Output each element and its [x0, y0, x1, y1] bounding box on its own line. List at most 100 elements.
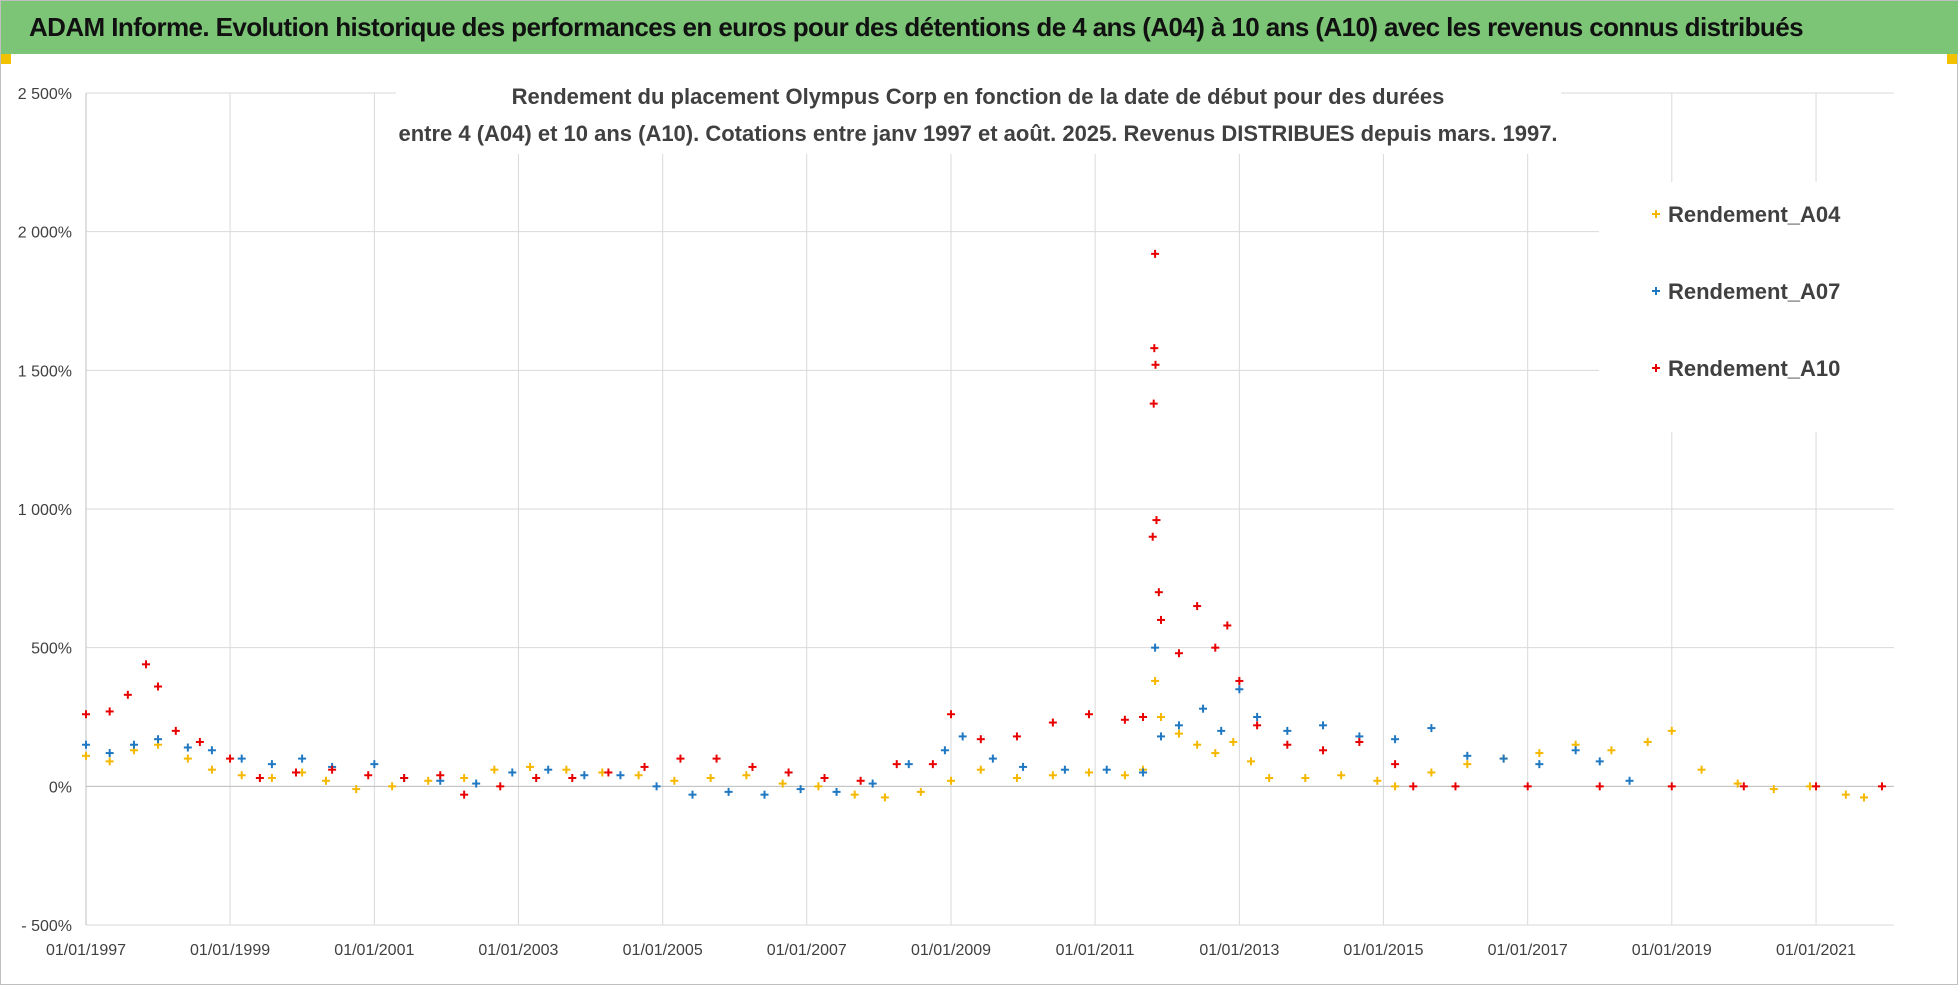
rendement-a07-point	[940, 746, 949, 755]
rendement-a10-point	[82, 710, 90, 719]
rendement-a04-point	[1841, 790, 1850, 799]
rendement-a10-point	[892, 760, 901, 769]
rendement-a07-point	[267, 760, 276, 769]
rendement-a10-point	[640, 762, 649, 771]
legend-label: Rendement_A04	[1668, 202, 1841, 227]
rendement-a04-point	[267, 774, 276, 783]
rendement-a10-point	[947, 710, 956, 719]
rendement-a10-point	[436, 771, 445, 780]
rendement-a07-point	[129, 740, 138, 749]
rendement-a04-point	[1211, 749, 1220, 758]
rendement-a10-point	[1150, 344, 1159, 353]
rendement-a04-point	[526, 762, 535, 771]
rendement-a07-point	[207, 746, 216, 755]
rendement-a10-point	[1235, 676, 1244, 685]
rendement-a04-point	[1193, 740, 1202, 749]
rendement-a04-point	[1769, 785, 1778, 794]
legend-item: Rendement_A07	[1652, 279, 1840, 304]
rendement-a07-point	[760, 790, 769, 799]
rendement-a04-point	[1301, 774, 1310, 783]
rendement-a10-point	[1084, 710, 1093, 719]
rendement-a07-point	[1499, 754, 1508, 763]
rendement-a10-point	[748, 762, 757, 771]
rendement-a04-point	[1012, 774, 1021, 783]
rendement-a04-point	[778, 779, 787, 788]
corner-marker-left	[1, 54, 11, 64]
x-tick-label: 01/01/2009	[911, 942, 991, 959]
rendement-a04-point	[82, 751, 90, 760]
rendement-a10-point	[1523, 782, 1532, 791]
rendement-a10-point	[1223, 621, 1232, 630]
rendement-a10-point	[1283, 740, 1292, 749]
rendement-a10-point	[226, 754, 235, 763]
rendement-a07-point	[82, 740, 90, 749]
x-tick-label: 01/01/2013	[1199, 942, 1279, 959]
rendement-a10-point	[1667, 782, 1676, 791]
rendement-a10-point	[1409, 782, 1418, 791]
x-tick-label: 01/01/2021	[1776, 942, 1856, 959]
legend-item: Rendement_A10	[1652, 356, 1840, 381]
legend-label: Rendement_A10	[1668, 356, 1840, 381]
rendement-a04-point	[850, 790, 859, 799]
rendement-a10-point	[1154, 588, 1163, 597]
rendement-a10-point	[328, 765, 337, 774]
rendement-a10-point	[1151, 249, 1160, 258]
rendement-a10-point	[1151, 360, 1160, 369]
corner-marker-right	[1947, 54, 1957, 64]
rendement-a04-point	[105, 757, 114, 766]
rendement-a10-point	[364, 771, 373, 780]
rendement-a07-point	[724, 787, 733, 796]
rendement-a04-point	[1084, 768, 1093, 777]
rendement-a07-point	[544, 765, 553, 774]
rendement-a07-point	[1174, 721, 1183, 730]
rendement-a07-point	[1283, 726, 1292, 735]
title-background	[396, 64, 1561, 154]
rendement-a04-point	[1607, 746, 1616, 755]
rendement-a10-point	[712, 754, 721, 763]
rendement-a04-point	[706, 774, 715, 783]
rendement-a10-point	[1012, 732, 1021, 741]
rendement-a04-point	[947, 776, 956, 785]
grid-layer	[85, 92, 1894, 926]
rendement-a10-point	[1451, 782, 1460, 791]
data-points-layer	[82, 249, 1886, 802]
rendement-a10-point	[1877, 782, 1886, 791]
performance-chart: - 500% 0% 500% 1 000% 1 500% 2 000% 2 500% 01/…	[18, 64, 1894, 959]
x-tick-label: 01/01/2017	[1488, 942, 1568, 959]
rendement-a07-point	[580, 771, 589, 780]
rendement-a07-point	[154, 735, 163, 744]
x-tick-label: 01/01/2011	[1056, 942, 1135, 959]
rendement-a04-point	[1391, 782, 1400, 791]
rendement-a04-point	[1667, 726, 1676, 735]
x-tick-label: 01/01/2007	[767, 942, 847, 959]
rendement-a10-point	[123, 690, 132, 699]
rendement-a07-point	[1253, 713, 1262, 721]
rendement-a04-point	[1229, 737, 1238, 746]
y-axis-ticks: - 500% 0% 500% 1 000% 1 500% 2 000% 2 500%	[18, 86, 72, 935]
rendement-a04-point	[1265, 774, 1274, 783]
rendement-a04-point	[1151, 676, 1160, 685]
y-tick-label: 1 000%	[18, 502, 72, 519]
rendement-a07-point	[868, 779, 877, 788]
rendement-a04-point	[670, 776, 679, 785]
rendement-a07-point	[1571, 746, 1580, 755]
rendement-a04-point	[742, 771, 751, 780]
rendement-a07-point	[1157, 732, 1166, 741]
rendement-a04-point	[1048, 771, 1057, 780]
rendement-a04-point	[814, 782, 823, 791]
rendement-a07-point	[370, 760, 379, 769]
rendement-a07-point	[1217, 726, 1226, 735]
y-tick-label: 0%	[49, 779, 72, 796]
rendement-a04-point	[1643, 737, 1652, 746]
rendement-a07-point	[616, 771, 625, 780]
rendement-a10-point	[255, 774, 264, 783]
rendement-a10-point	[1157, 615, 1166, 624]
x-tick-label: 01/01/1999	[190, 942, 270, 959]
rendement-a04-point	[352, 785, 361, 794]
rendement-a07-point	[1595, 757, 1604, 766]
banner-title: ADAM Informe. Evolution historique des p…	[29, 12, 1804, 42]
x-tick-label: 01/01/2015	[1343, 942, 1423, 959]
rendement-a10-point	[820, 774, 829, 783]
rendement-a10-point	[141, 660, 150, 669]
